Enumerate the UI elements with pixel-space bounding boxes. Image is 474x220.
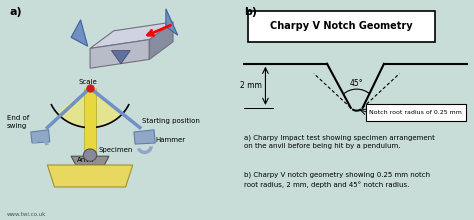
Circle shape: [83, 149, 97, 161]
Text: Notch root radius of 0.25 mm: Notch root radius of 0.25 mm: [370, 110, 462, 115]
Text: Specimen: Specimen: [99, 147, 133, 153]
Polygon shape: [166, 9, 178, 35]
Polygon shape: [47, 165, 133, 187]
Polygon shape: [111, 51, 130, 64]
Text: Scale: Scale: [78, 79, 97, 85]
Polygon shape: [90, 22, 173, 48]
Text: End of
swing: End of swing: [7, 115, 29, 129]
Text: b) Charpy V notch geometry showing 0.25 mm notch
root radius, 2 mm, depth and 45: b) Charpy V notch geometry showing 0.25 …: [244, 172, 430, 188]
Text: Hammer: Hammer: [155, 137, 185, 143]
Polygon shape: [90, 40, 149, 68]
Text: Charpy V Notch Geometry: Charpy V Notch Geometry: [270, 21, 412, 31]
Text: 2 mm: 2 mm: [240, 81, 262, 90]
Text: www.twi.co.uk: www.twi.co.uk: [7, 212, 46, 217]
Polygon shape: [57, 88, 120, 128]
Text: Anvil: Anvil: [77, 157, 94, 163]
Polygon shape: [71, 156, 109, 165]
Text: a) Charpy Impact test showing specimen arrangement
on the anvil before being hit: a) Charpy Impact test showing specimen a…: [244, 134, 435, 149]
Polygon shape: [31, 130, 50, 143]
Text: 45°: 45°: [350, 79, 364, 88]
Polygon shape: [134, 130, 155, 144]
FancyBboxPatch shape: [247, 11, 435, 42]
Polygon shape: [71, 20, 88, 46]
FancyBboxPatch shape: [366, 104, 465, 121]
Polygon shape: [149, 22, 173, 59]
Text: a): a): [9, 7, 22, 16]
Text: Starting position: Starting position: [142, 118, 200, 124]
Text: b): b): [244, 7, 257, 16]
